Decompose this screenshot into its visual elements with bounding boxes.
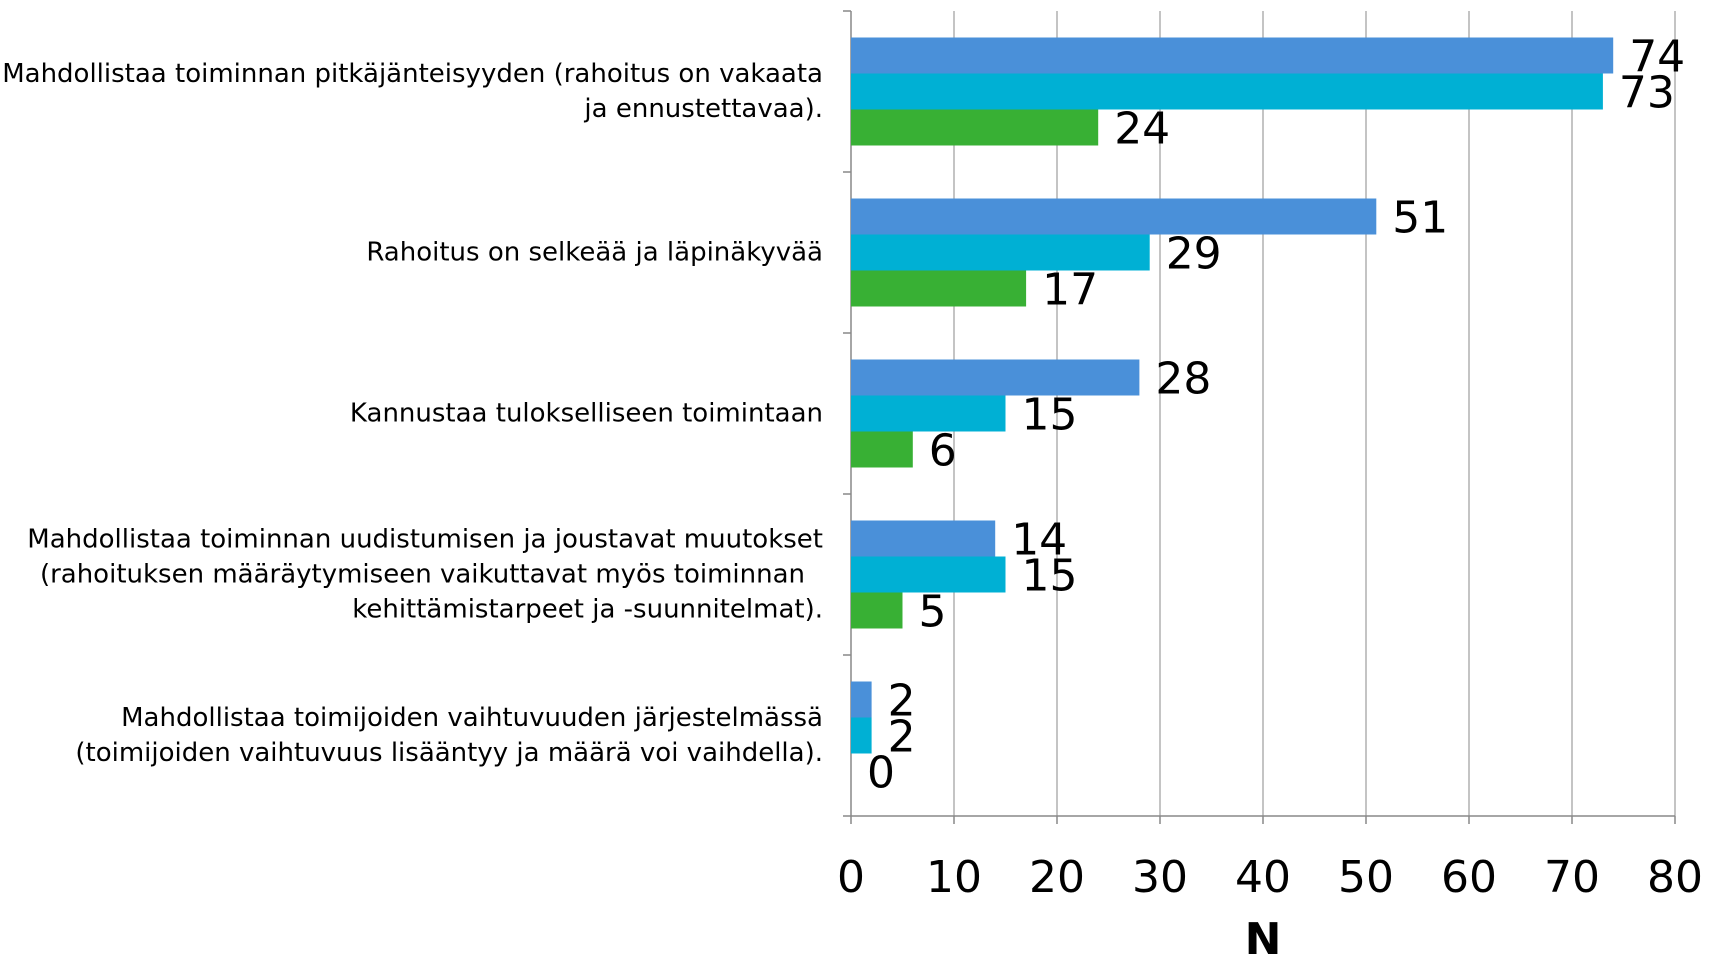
- value-label: 51: [1392, 193, 1448, 244]
- category-label-line: (toimijoiden vaihtuvuus lisääntyy ja mää…: [75, 738, 823, 768]
- value-label: 74: [1629, 32, 1685, 83]
- bar: [851, 395, 1006, 432]
- value-label: 2: [888, 676, 916, 727]
- x-tick-label: 20: [1029, 852, 1085, 903]
- x-tick-label: 0: [837, 852, 865, 903]
- bar: [851, 234, 1150, 271]
- category-label-line: (rahoituksen määräytymiseen vaikuttavat …: [40, 559, 805, 589]
- bar: [851, 592, 903, 629]
- category-label-line: ja ennustettavaa).: [583, 94, 823, 124]
- bar: [851, 270, 1027, 307]
- category-label-line: Kannustaa tulokselliseen toimintaan: [350, 398, 823, 428]
- bar: [851, 681, 872, 718]
- bar: [851, 717, 872, 754]
- value-label: 29: [1166, 229, 1222, 280]
- bar: [851, 556, 1006, 593]
- category-label-line: Mahdollistaa toimijoiden vaihtuvuuden jä…: [121, 703, 823, 733]
- x-tick-label: 70: [1544, 852, 1600, 903]
- bar: [851, 198, 1377, 235]
- category-label-line: Mahdollistaa toiminnan pitkäjänteisyyden…: [2, 59, 823, 89]
- value-label: 6: [929, 426, 957, 477]
- category-label-line: Mahdollistaa toiminnan uudistumisen ja j…: [27, 524, 823, 554]
- value-label: 73: [1619, 68, 1675, 119]
- x-tick-label: 10: [926, 852, 982, 903]
- x-tick-label: 40: [1235, 852, 1291, 903]
- category-label: Mahdollistaa toiminnan uudistumisen ja j…: [27, 524, 823, 624]
- category-label: Rahoitus on selkeää ja läpinäkyvää: [366, 237, 823, 267]
- x-tick-label: 60: [1441, 852, 1497, 903]
- x-tick-label: 80: [1647, 852, 1703, 903]
- value-label: 15: [1022, 551, 1078, 602]
- value-label: 15: [1022, 390, 1078, 441]
- value-label: 0: [867, 748, 895, 799]
- value-label: 17: [1042, 265, 1098, 316]
- value-label: 24: [1114, 104, 1170, 155]
- category-label: Mahdollistaa toimijoiden vaihtuvuuden jä…: [75, 703, 823, 768]
- value-label: 28: [1155, 354, 1211, 405]
- x-tick-label: 50: [1338, 852, 1394, 903]
- bar: [851, 431, 913, 468]
- x-tick-label: 30: [1132, 852, 1188, 903]
- value-label: 5: [919, 587, 947, 638]
- category-label-line: kehittämistarpeet ja -suunnitelmat).: [352, 594, 823, 624]
- bar: [851, 37, 1614, 74]
- bar: [851, 359, 1140, 396]
- bar: [851, 73, 1603, 110]
- bar: [851, 109, 1099, 146]
- category-label-line: Rahoitus on selkeää ja läpinäkyvää: [366, 237, 823, 267]
- value-label: 14: [1011, 515, 1067, 566]
- x-axis-label: N: [1245, 914, 1282, 957]
- bar: [851, 520, 996, 557]
- category-label: Kannustaa tulokselliseen toimintaan: [350, 398, 823, 428]
- category-label: Mahdollistaa toiminnan pitkäjänteisyyden…: [2, 59, 823, 124]
- value-label: 2: [888, 712, 916, 763]
